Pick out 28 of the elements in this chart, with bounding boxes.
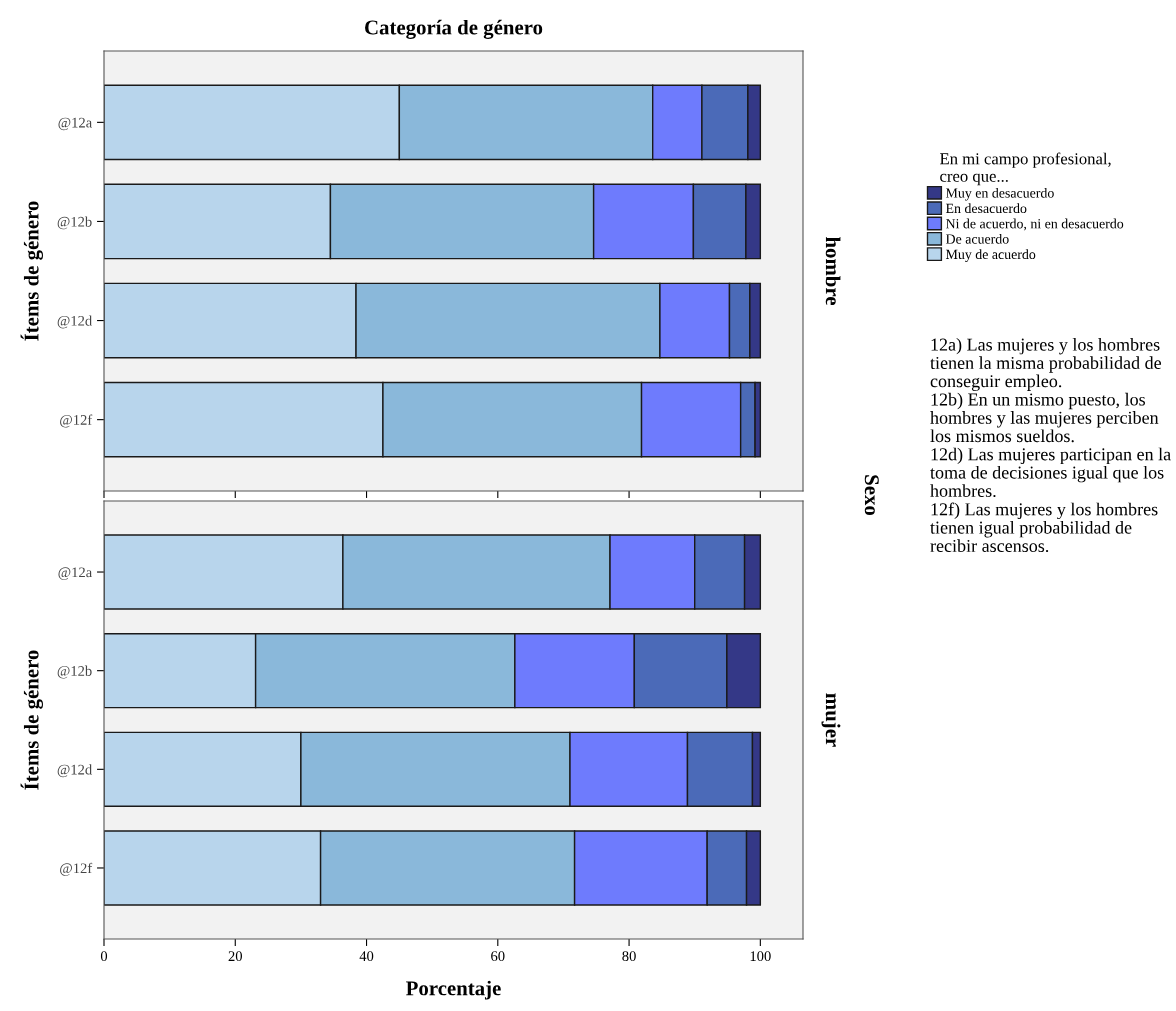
y-tick-label: @12b: [57, 216, 92, 230]
x-tick-label: 100: [750, 951, 771, 962]
x-tick-label: 20: [228, 951, 242, 962]
x-tick-label: 80: [622, 951, 636, 962]
text: mujer: [821, 693, 841, 747]
text: Sexo: [864, 475, 879, 516]
legend-label: Muy en desacuerdo: [945, 187, 1054, 201]
y-tick-label: @12b: [57, 665, 92, 679]
x-tick-label: 0: [100, 951, 108, 962]
y-tick-label: @12d: [57, 764, 93, 778]
chart-title: Categoría de género: [365, 19, 543, 39]
x-axis-title: Porcentaje: [406, 980, 501, 1000]
legend-label: De acuerdo: [945, 233, 1009, 244]
y-tick-label: @12a: [58, 567, 92, 580]
legend-label: Ni de acuerdo, ni en desacuerdo: [945, 218, 1124, 231]
legend-label: Muy de acuerdo: [945, 249, 1036, 262]
x-tick-label: 40: [359, 951, 374, 962]
x-tick-label: 60: [491, 951, 505, 962]
text: 12a) Las mujeres y los hombres tienen la misma probabilidad de conseguir empleo. 12b) En un mismo puesto, los hombres y las mujeres perciben los mismos sueldos. 12d) Las mujeres participan en la toma de decisiones igual que los hombres. 12f) Las mujeres y los hombres tienen igual probabilidad de recibir ascensos.: [930, 338, 1171, 553]
legend-label: En desacuerdo: [945, 203, 1027, 214]
y-axis-title: Ítems de género: [20, 201, 43, 341]
y-tick-label: @12a: [58, 117, 92, 131]
y-tick-label: @12f: [60, 862, 93, 876]
y-tick-label: @12f: [60, 414, 93, 428]
y-tick-label: @12d: [57, 315, 93, 329]
legend-title: En mi campo profesional, creo que...: [940, 152, 1111, 186]
y-axis-title: Ítems de género: [20, 650, 43, 790]
text: hombre: [825, 236, 841, 305]
